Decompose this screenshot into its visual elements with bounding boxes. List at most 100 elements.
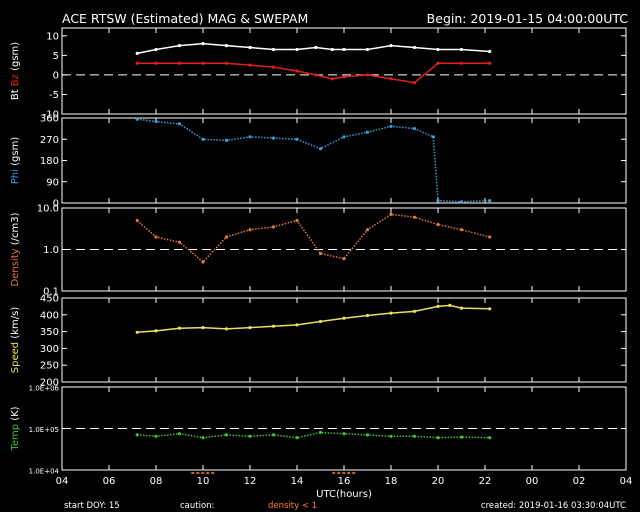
y-axis-label-part: (km/s) <box>10 307 21 342</box>
y-axis-label: Temp (K) <box>10 406 21 451</box>
y-tick-label: 180 <box>40 156 59 167</box>
x-tick-label: 12 <box>244 476 257 487</box>
data-point-temp <box>135 433 139 437</box>
data-point-temp <box>271 433 276 437</box>
y-tick-label: 0 <box>53 70 59 81</box>
begin-time: Begin: 2019-01-15 04:00:00UTC <box>427 11 629 26</box>
data-point-bt <box>330 47 334 52</box>
data-point-density <box>177 240 182 244</box>
data-point-temp <box>436 436 440 440</box>
start-doy: start DOY: 15 <box>64 501 120 511</box>
data-point-speed <box>365 313 370 318</box>
data-point-phi <box>389 124 393 128</box>
y-tick-label: 1.0E+04 <box>29 468 60 476</box>
y-axis-label: Phi (gsm) <box>10 137 21 185</box>
x-tick-label: 02 <box>573 476 586 487</box>
data-point-bt <box>135 51 139 56</box>
data-point-density <box>365 228 370 232</box>
data-point-speed <box>154 329 158 333</box>
x-tick-label: 20 <box>432 476 445 487</box>
data-point-speed <box>177 326 182 330</box>
y-axis-label-part: Bz <box>10 74 21 89</box>
data-point-bz <box>295 69 299 73</box>
data-point-phi <box>154 119 158 124</box>
data-point-bz <box>365 73 370 77</box>
data-point-speed <box>295 323 299 327</box>
data-point-phi <box>342 135 346 139</box>
data-point-phi <box>412 127 417 131</box>
x-tick-label: 04 <box>620 476 633 487</box>
data-point-bz <box>342 75 346 79</box>
data-point-bz <box>412 81 417 85</box>
data-point-bz <box>248 63 252 67</box>
data-point-phi <box>365 130 370 134</box>
panel-mag: 10 5 0 -5 -10 Bt Bz (gsm) <box>10 27 627 121</box>
data-point-temp <box>201 436 205 440</box>
caution-label: caution: <box>180 501 214 511</box>
data-point-density <box>412 215 417 219</box>
data-point-bt <box>488 49 492 54</box>
y-axis-label-part: (gsm) <box>10 42 21 74</box>
y-tick-label: 0.1 <box>43 287 59 298</box>
data-point-bt <box>459 47 464 52</box>
plot-title: ACE RTSW (Estimated) MAG & SWEPAM <box>62 11 308 26</box>
data-point-speed <box>248 326 252 330</box>
data-point-temp <box>365 433 370 437</box>
density-caution-note: density < 1 <box>268 501 317 511</box>
data-point-bz <box>389 77 393 81</box>
x-tick-label: 00 <box>526 476 539 487</box>
y-axis-label-part: Density <box>10 248 21 286</box>
data-point-bz <box>271 65 276 69</box>
data-point-density <box>224 235 229 239</box>
data-point-temp <box>488 436 492 440</box>
y-tick-label: 400 <box>40 310 59 321</box>
data-point-phi <box>295 137 299 141</box>
y-tick-label: 5 <box>53 51 59 62</box>
data-point-speed <box>448 303 452 307</box>
data-point-temp <box>295 436 299 440</box>
data-point-speed <box>459 306 464 310</box>
data-point-phi <box>271 136 276 140</box>
data-point-bt <box>389 44 393 48</box>
data-point-bt <box>154 47 158 52</box>
panel-phi: 360 270 180 90 0 Phi (gsm) <box>10 114 627 210</box>
data-point-bt <box>436 47 440 52</box>
y-axis-label-part: Bt <box>10 89 21 100</box>
panel-temp: 1.0E+06 1.0E+05 1.0E+04 Temp (K) <box>10 385 627 476</box>
data-point-bt <box>412 45 417 50</box>
data-point-density <box>389 212 393 216</box>
data-point-phi <box>318 147 323 151</box>
panel-speed: 450 400 350 300 250 200 Speed (km/s) <box>10 294 627 389</box>
y-axis-label-part: (K) <box>10 406 21 424</box>
data-point-bz <box>314 73 318 77</box>
y-axis-label-part: (gsm) <box>10 137 21 169</box>
data-point-phi <box>436 199 440 203</box>
data-point-density <box>342 257 346 261</box>
data-point-bz <box>135 61 139 65</box>
data-point-bt <box>248 45 252 50</box>
panels: 10 5 0 -5 -10 Bt Bz (gsm) 360 270 180 90 0 Phi (gsm… <box>10 27 627 476</box>
x-tick-label: 10 <box>197 476 210 487</box>
y-tick-label: -5 <box>49 90 59 101</box>
data-point-phi <box>177 122 182 126</box>
data-point-bt <box>342 47 346 52</box>
y-tick-label: 200 <box>40 378 59 389</box>
x-tick-label: 08 <box>150 476 163 487</box>
data-point-phi <box>224 138 229 142</box>
data-point-temp <box>224 433 229 437</box>
x-tick-label: 04 <box>56 476 69 487</box>
data-point-temp <box>459 435 464 439</box>
data-point-speed <box>271 324 276 328</box>
data-point-bz <box>488 61 492 65</box>
series-line-temp <box>137 431 490 439</box>
data-point-speed <box>224 327 229 331</box>
data-point-density <box>135 218 139 223</box>
data-point-bt <box>177 44 182 48</box>
data-point-phi <box>431 135 435 139</box>
data-point-temp <box>154 434 158 438</box>
data-point-density <box>271 225 276 229</box>
data-point-temp <box>412 434 417 438</box>
data-point-phi <box>248 135 252 139</box>
x-tick-label: 22 <box>479 476 492 487</box>
data-point-density <box>436 222 440 227</box>
